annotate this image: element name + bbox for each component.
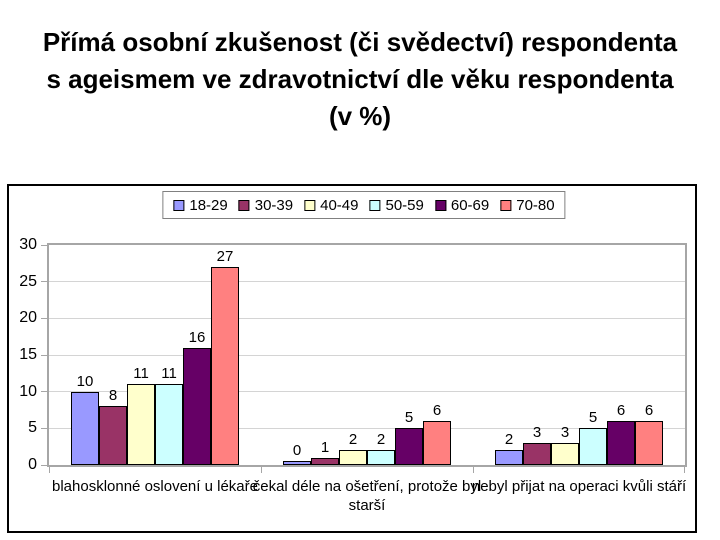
bar-70-80-0: 27 <box>211 248 239 465</box>
bar-value-label: 10 <box>76 373 94 390</box>
bar-50-59-0: 11 <box>155 365 183 465</box>
y-axis-label: 10 <box>19 382 37 400</box>
bar-60-69-1: 5 <box>395 409 423 465</box>
y-axis-tick <box>41 427 48 429</box>
bar-value-label: 2 <box>348 431 358 448</box>
x-axis-tick <box>473 467 474 473</box>
bar-18-29-0: 10 <box>71 373 99 465</box>
gridline <box>49 317 685 319</box>
gridline <box>49 281 685 283</box>
bar-value-label: 16 <box>188 329 206 346</box>
bar-50-59-1: 2 <box>367 431 395 465</box>
bar-value-label: 3 <box>532 424 542 441</box>
legend-swatch-icon <box>500 199 512 211</box>
y-axis-tick <box>41 391 48 393</box>
y-axis-label: 5 <box>28 419 37 437</box>
y-axis-tick <box>41 354 48 356</box>
legend-label: 70-80 <box>516 196 555 214</box>
bar-group: 2 3 3 5 6 6 <box>473 245 685 465</box>
legend-label: 18-29 <box>189 196 228 214</box>
bar-value-label: 8 <box>108 387 118 404</box>
bar-40-49-1: 2 <box>339 431 367 465</box>
bar-18-29-2: 2 <box>495 431 523 465</box>
gridline <box>49 427 685 429</box>
bar-60-69-2: 6 <box>607 402 635 465</box>
y-axis-tick <box>41 244 48 246</box>
bar-value-label: 6 <box>644 402 654 419</box>
bar-value-label: 11 <box>161 365 177 382</box>
bar-70-80-2: 6 <box>635 402 663 465</box>
bar-60-69-0: 16 <box>183 329 211 465</box>
bar-value-label: 2 <box>504 431 514 448</box>
y-axis-tick <box>41 281 48 283</box>
bar-30-39-0: 8 <box>99 387 127 465</box>
legend-label: 40-49 <box>320 196 359 214</box>
x-axis-category-label: blahosklonné oslovení u lékaře <box>52 478 258 495</box>
legend-item: 18-29 <box>173 196 228 214</box>
bar-value-label: 0 <box>292 442 302 459</box>
bar-group: 10 8 11 11 16 27 <box>49 245 261 465</box>
bar-value-label: 1 <box>320 439 330 456</box>
legend-item: 30-39 <box>238 196 294 214</box>
legend-item: 40-49 <box>304 196 359 214</box>
plot-area: 0 5 10 15 20 25 30 10 8 11 11 16 27 blahosklonné oslo… <box>19 236 687 514</box>
gridline <box>49 354 685 356</box>
bar-70-80-1: 6 <box>423 402 451 465</box>
bar-value-label: 3 <box>560 424 570 441</box>
bar-40-49-2: 3 <box>551 424 579 465</box>
chart-title-line: s ageismem ve zdravotnictví dle věku res… <box>46 64 674 94</box>
chart-title-line: Přímá osobní zkušenost (či svědectví) re… <box>42 27 678 57</box>
legend-swatch-icon <box>173 199 185 211</box>
gridline <box>49 391 685 393</box>
legend-item: 60-69 <box>434 196 490 214</box>
chart-box: 18-29 30-39 40-49 50-59 60-69 70-80 0 5 10 15 20 2… <box>7 184 697 533</box>
bar-40-49-0: 11 <box>127 365 155 465</box>
bar-value-label: 6 <box>616 402 626 419</box>
bar-value-label: 2 <box>376 431 386 448</box>
chart-legend: 18-29 30-39 40-49 50-59 60-69 70-80 <box>162 191 566 219</box>
legend-item: 70-80 <box>500 196 555 214</box>
bar-30-39-1: 1 <box>311 439 339 465</box>
bar-value-label: 5 <box>588 409 598 426</box>
bar-value-label: 11 <box>133 365 149 382</box>
y-axis-tick <box>41 317 48 319</box>
y-axis-label: 25 <box>19 272 37 290</box>
chart-title: Přímá osobní zkušenost (či svědectví) re… <box>0 24 720 135</box>
x-axis-tick <box>49 467 50 473</box>
y-axis-label: 15 <box>19 346 37 363</box>
y-axis-tick <box>41 464 48 466</box>
legend-label: 50-59 <box>385 196 424 214</box>
legend-swatch-icon <box>434 199 446 211</box>
y-axis-label: 0 <box>28 456 37 473</box>
bar-group: 0 1 2 2 5 6 <box>261 245 473 465</box>
y-axis-label: 20 <box>19 309 37 327</box>
legend-swatch-icon <box>369 199 381 211</box>
bar-30-39-2: 3 <box>523 424 551 465</box>
x-axis-tick <box>684 467 685 473</box>
legend-label: 30-39 <box>254 196 294 214</box>
bar-value-label: 6 <box>432 402 442 419</box>
bar-50-59-2: 5 <box>579 409 607 465</box>
x-axis-category-label: čekal déle na ošetření, protože byl star… <box>252 478 482 514</box>
legend-swatch-icon <box>238 199 250 211</box>
x-axis-category-label: nebyl přijat na operaci kvůli stáří <box>471 478 687 495</box>
bar-value-label: 5 <box>404 409 414 426</box>
legend-label: 60-69 <box>450 196 490 214</box>
legend-swatch-icon <box>304 199 316 211</box>
bar-18-29-1: 0 <box>283 442 311 465</box>
x-axis-tick <box>261 467 262 473</box>
legend-item: 50-59 <box>369 196 424 214</box>
y-axis-label: 30 <box>19 236 37 253</box>
chart-title-line: (v %) <box>328 101 392 131</box>
bar-value-label: 27 <box>216 248 234 265</box>
